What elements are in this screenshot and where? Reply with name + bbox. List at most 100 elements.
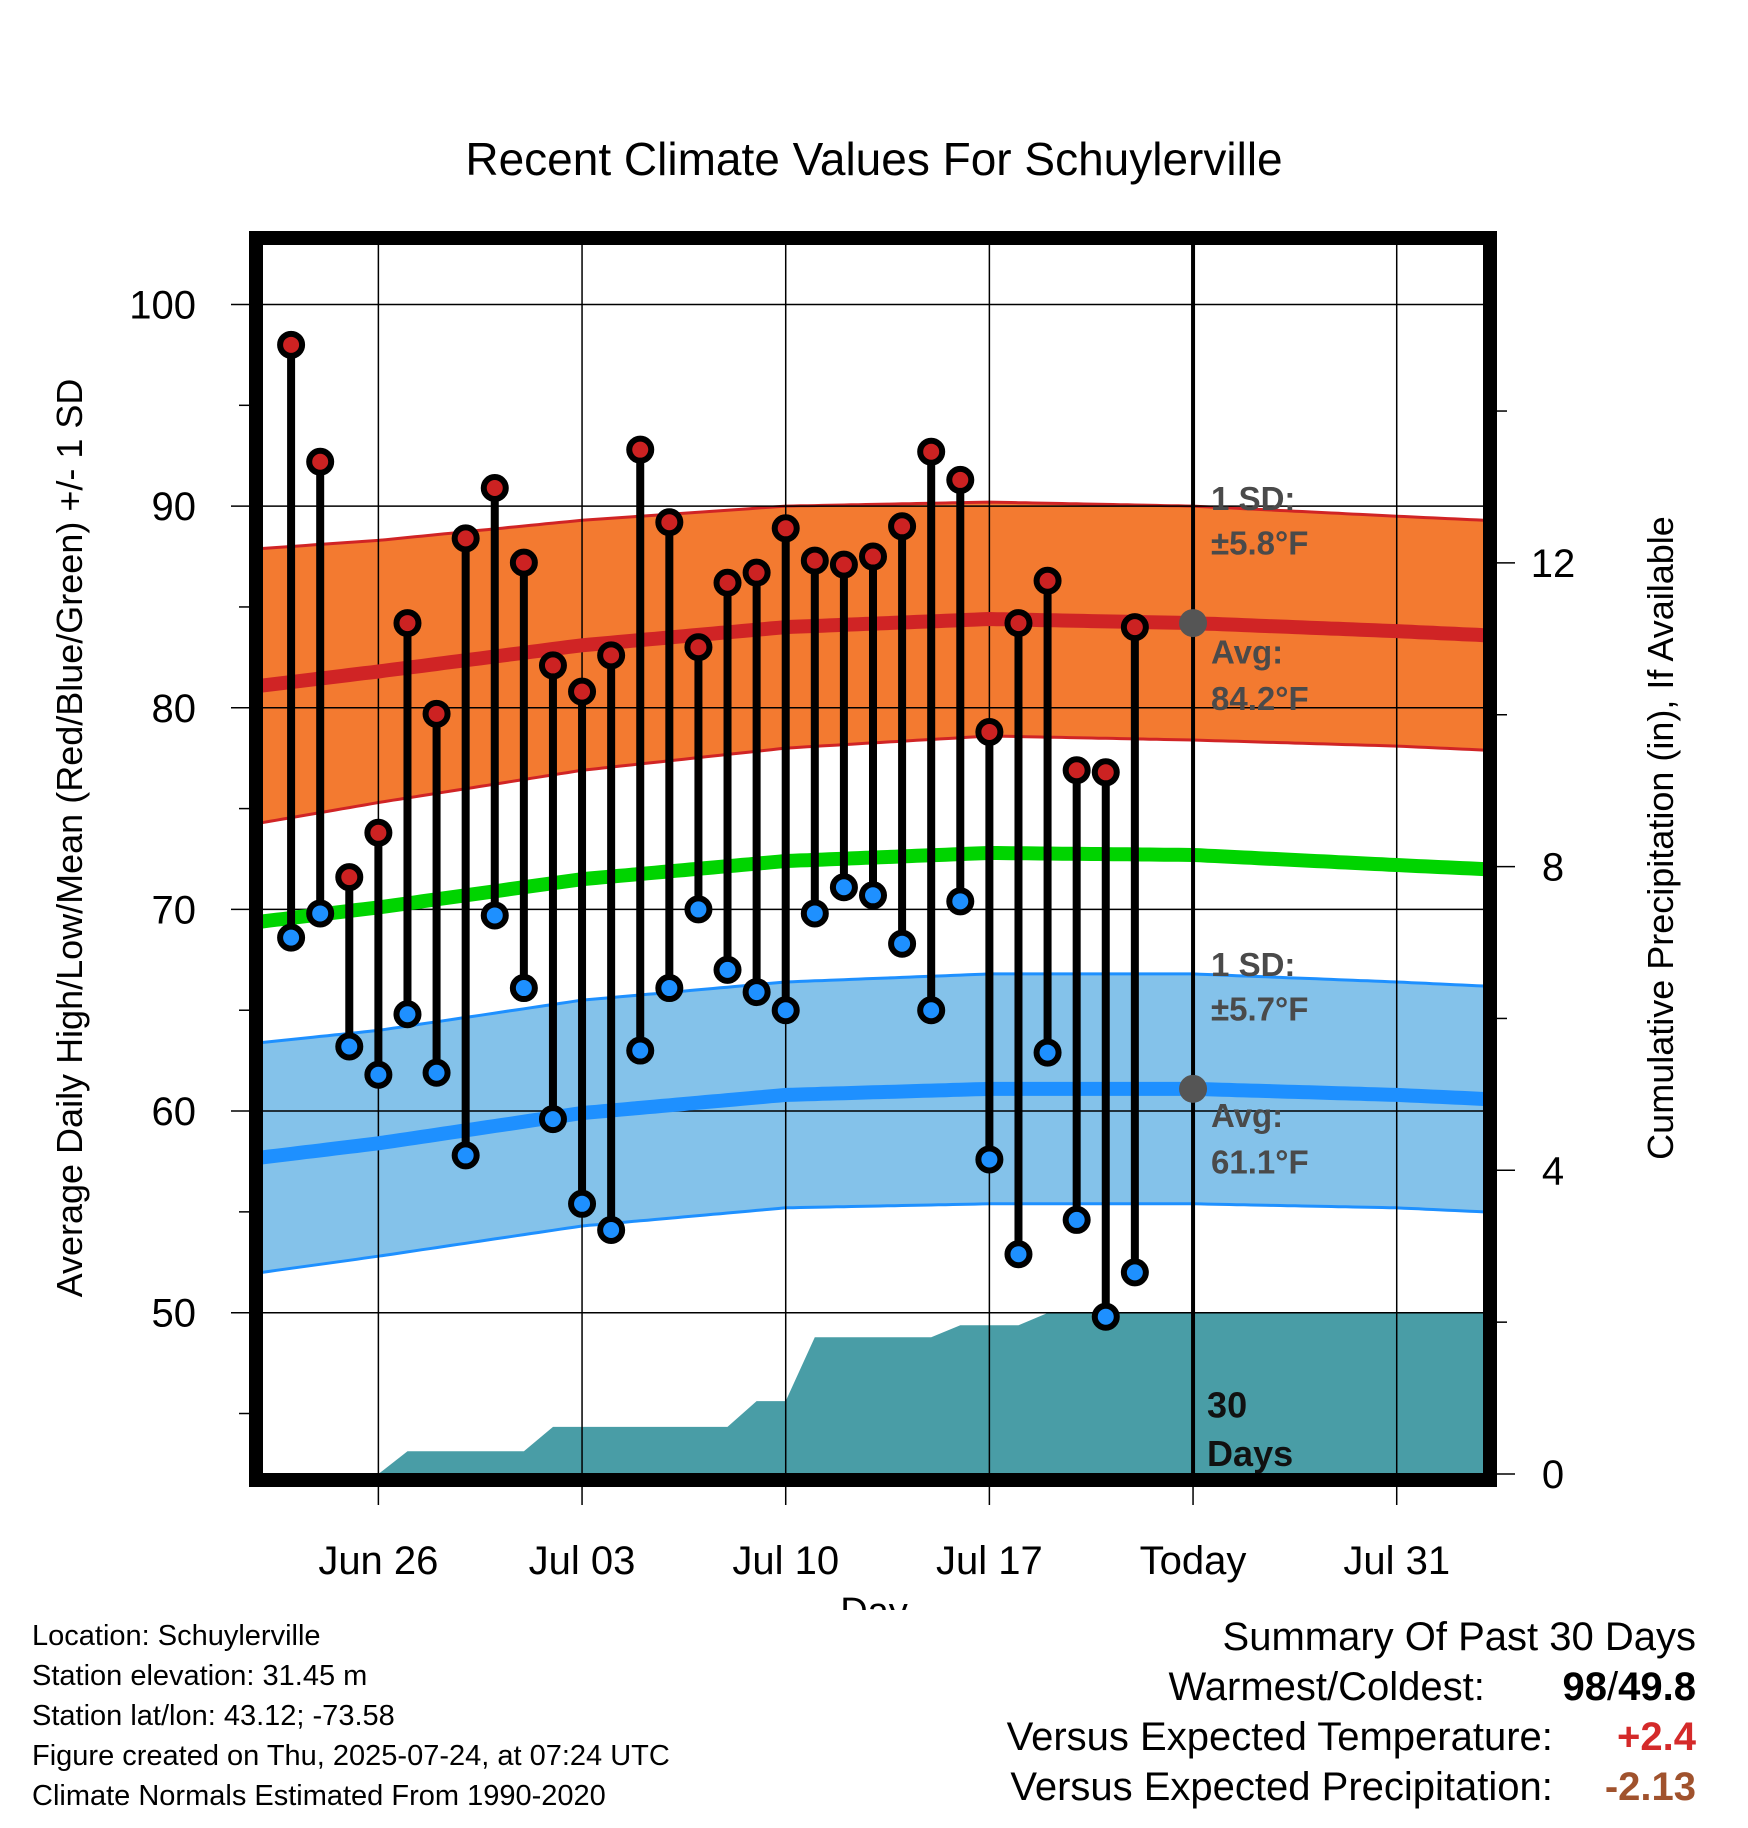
warmest-value: 98 (1562, 1665, 1608, 1709)
observed-low-point (917, 996, 946, 1025)
x-tick-label: Jul 10 (732, 1539, 839, 1583)
observed-high-point (277, 330, 306, 359)
summary-panel: Summary Of Past 30 Days Warmest/Coldest:… (1007, 1612, 1696, 1812)
observed-low-point (1091, 1302, 1120, 1331)
observed-high-point (742, 558, 771, 587)
observed-high-point (597, 641, 626, 670)
y2-tick-label: 12 (1531, 542, 1576, 586)
observed-high-point (306, 447, 335, 476)
y-tick-label: 60 (152, 1090, 197, 1134)
observed-high-point (538, 651, 567, 680)
observed-low-point (742, 978, 771, 1007)
x-tick-label: Jul 03 (529, 1539, 636, 1583)
observed-high-point (480, 473, 509, 502)
observed-low-point (859, 881, 887, 910)
summary-precip: Versus Expected Precipitation: -2.13 (1007, 1762, 1696, 1812)
warmest-coldest-value: 98/49.8 (1496, 1662, 1696, 1712)
observed-high-point (364, 818, 393, 847)
observed-high-point (422, 699, 451, 728)
low-sd-value: ±5.7°F (1211, 990, 1308, 1027)
observed-high-point (1120, 613, 1149, 642)
observed-low-point (626, 1036, 655, 1065)
summary-heading: Summary Of Past 30 Days (1222, 1615, 1696, 1659)
low-sd-band (262, 973, 1484, 1273)
observed-low-point (800, 899, 829, 928)
high-avg-value: 84.2°F (1211, 680, 1309, 717)
observed-high-point (509, 548, 538, 577)
observed-high-point (946, 465, 975, 494)
observed-low-point (655, 974, 684, 1003)
observed-low-point (975, 1145, 1004, 1174)
high-sd-label: 1 SD: (1211, 480, 1295, 517)
summary-temp: Versus Expected Temperature: +2.4 (1007, 1712, 1696, 1762)
high-sd-value: ±5.8°F (1211, 525, 1308, 562)
observed-low-point (509, 974, 538, 1003)
y2-tick-label: 8 (1542, 846, 1564, 890)
low-sd-label: 1 SD: (1211, 946, 1295, 983)
observed-low-point (364, 1060, 393, 1089)
observed-low-point (538, 1105, 567, 1134)
precip-vs-expected-value: -2.13 (1604, 1765, 1696, 1809)
observed-low-point (1004, 1240, 1033, 1269)
precip-days-label-line1: 30 (1207, 1385, 1247, 1426)
observed-high-point (568, 677, 597, 706)
observed-low-point (684, 895, 713, 924)
precip-days-label-line2: Days (1207, 1433, 1293, 1474)
observed-high-point (975, 717, 1004, 746)
observed-high-point (451, 524, 480, 553)
observed-low-point (946, 887, 975, 916)
today-low-avg-marker (1179, 1074, 1208, 1103)
y-tick-label: 90 (152, 485, 197, 529)
y-axis-label: Average Daily High/Low/Mean (Red/Blue/Gr… (49, 379, 90, 1298)
y2-tick-label: 4 (1542, 1149, 1564, 1193)
precip-area (262, 1313, 1484, 1474)
today-high-avg-marker (1179, 609, 1208, 638)
high-avg-label: Avg: (1211, 633, 1283, 670)
info-created: Figure created on Thu, 2025-07-24, at 07… (32, 1740, 670, 1772)
observed-low-point (393, 1000, 422, 1029)
y2-tick-label: 0 (1542, 1453, 1564, 1497)
observed-low-point (335, 1032, 364, 1061)
x-axis-label: Day (840, 1591, 908, 1610)
observed-high-point (859, 542, 887, 571)
y-tick-label: 70 (152, 888, 197, 932)
x-tick-label: Jun 26 (318, 1539, 438, 1583)
station-info: Location: Schuylerville Station elevatio… (32, 1616, 670, 1816)
observed-high-point (655, 508, 684, 537)
observed-low-point (422, 1058, 451, 1087)
observed-low-point (451, 1141, 480, 1170)
observed-low-point (277, 923, 306, 952)
observed-low-point (568, 1189, 597, 1218)
observed-low-point (888, 929, 917, 958)
low-sd-lower-edge (261, 1202, 1485, 1274)
temp-vs-expected-value: +2.4 (1617, 1715, 1696, 1759)
observed-low-point (713, 955, 742, 984)
warmest-coldest-separator: / (1607, 1665, 1619, 1709)
observed-high-point (1004, 609, 1033, 638)
observed-high-point (888, 512, 917, 541)
observed-low-point (1062, 1205, 1091, 1234)
observed-low-point (1120, 1258, 1149, 1287)
coldest-value: 49.8 (1618, 1665, 1696, 1709)
y2-axis-label: Cumulative Precipitation (in), If Availa… (1640, 516, 1681, 1160)
summary-warmest-coldest: Warmest/Coldest: 98/49.8 (1007, 1662, 1697, 1712)
observed-low-point (829, 873, 858, 902)
y-tick-label: 80 (152, 687, 197, 731)
observed-high-point (626, 435, 655, 464)
observed-high-point (713, 568, 742, 597)
observed-high-point (1033, 566, 1062, 595)
observed-high-point (1091, 758, 1120, 787)
chart-title: Recent Climate Values For Schuylerville (465, 133, 1282, 185)
observed-low-point (771, 996, 800, 1025)
plot-frame (249, 231, 1497, 1487)
observed-low-point (597, 1216, 626, 1245)
observed-high-point (1062, 756, 1091, 785)
x-tick-label: Jul 17 (936, 1539, 1043, 1583)
warmest-coldest-label: Warmest/Coldest: (1168, 1665, 1485, 1709)
observed-high-point (393, 609, 422, 638)
observed-high-point (335, 863, 364, 892)
info-elevation: Station elevation: 31.45 m (32, 1660, 368, 1692)
info-normals: Climate Normals Estimated From 1990-2020 (32, 1780, 606, 1812)
observed-high-point (917, 437, 946, 466)
info-latlon: Station lat/lon: 43.12; -73.58 (32, 1700, 395, 1732)
